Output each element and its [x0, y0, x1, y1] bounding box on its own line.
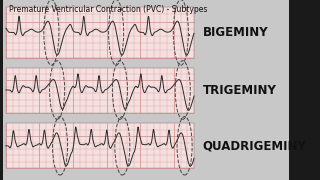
FancyBboxPatch shape [6, 123, 194, 168]
Text: ·: · [186, 29, 190, 43]
FancyBboxPatch shape [3, 0, 289, 180]
Text: BIGEMINY: BIGEMINY [203, 26, 268, 39]
Text: QUADRIGEMINY: QUADRIGEMINY [203, 139, 307, 152]
Text: Premature Ventricular Contraction (PVC) - Subtypes: Premature Ventricular Contraction (PVC) … [9, 5, 207, 14]
FancyBboxPatch shape [6, 68, 194, 112]
FancyBboxPatch shape [6, 7, 194, 58]
Text: TRIGEMINY: TRIGEMINY [203, 84, 277, 96]
